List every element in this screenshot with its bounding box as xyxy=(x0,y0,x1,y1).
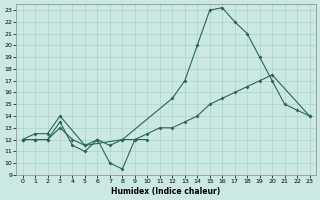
X-axis label: Humidex (Indice chaleur): Humidex (Indice chaleur) xyxy=(111,187,221,196)
